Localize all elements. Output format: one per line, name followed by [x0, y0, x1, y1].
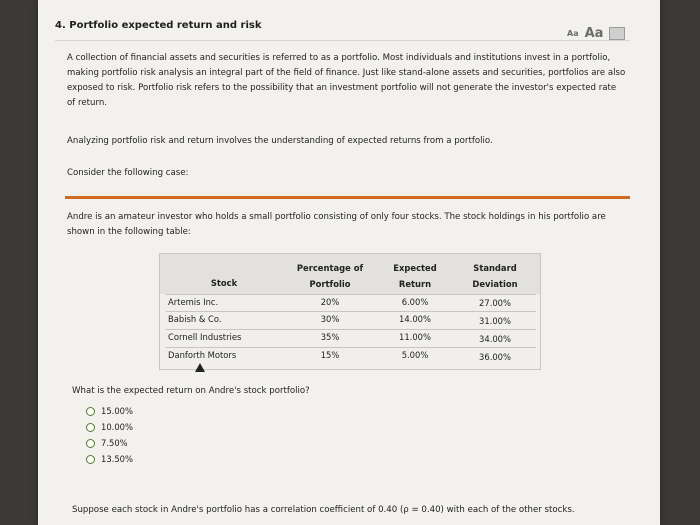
- option-label: 10.00%: [101, 422, 133, 432]
- header-return: Return: [398, 279, 432, 289]
- mouse-cursor-icon: [195, 363, 205, 372]
- cell-deviation: 27.00%: [479, 298, 511, 308]
- holdings-table: Stock Percentage of Portfolio Expected R…: [159, 253, 541, 370]
- correlation-paragraph: Suppose each stock in Andre's portfolio …: [72, 505, 575, 515]
- option-label: 7.50%: [101, 438, 128, 448]
- header-divider: [55, 40, 630, 41]
- layout-icon[interactable]: [609, 27, 626, 40]
- answer-option[interactable]: 7.50%: [86, 438, 128, 448]
- radio-button[interactable]: [86, 454, 95, 464]
- decrease-font-button[interactable]: Aa: [567, 29, 579, 38]
- radio-button[interactable]: [86, 438, 95, 448]
- cell-return: 6.00%: [401, 297, 429, 307]
- section-divider: [65, 196, 630, 199]
- case-paragraph: Andre is an amateur investor who holds a…: [67, 212, 606, 237]
- increase-font-button[interactable]: Aa: [584, 26, 604, 41]
- header-expected: Expected: [393, 263, 437, 273]
- header-standard: Standard: [473, 263, 517, 273]
- analyze-paragraph: Analyzing portfolio risk and return invo…: [67, 136, 493, 146]
- cell-percentage: 20%: [320, 297, 340, 307]
- header-percentage: Percentage of: [296, 263, 364, 273]
- radio-button[interactable]: [86, 406, 95, 416]
- cell-stock: Babish & Co.: [168, 314, 222, 324]
- cell-deviation: 31.00%: [479, 316, 511, 326]
- row-divider: [166, 347, 536, 348]
- font-size-controls: Aa Aa: [567, 26, 626, 41]
- answer-option[interactable]: 10.00%: [86, 422, 133, 432]
- cell-deviation: 34.00%: [479, 334, 511, 344]
- cell-stock: Cornell Industries: [168, 332, 242, 342]
- cell-stock: Artemis Inc.: [168, 297, 219, 307]
- answer-option[interactable]: 15.00%: [86, 406, 133, 416]
- consider-paragraph: Consider the following case:: [67, 168, 189, 178]
- header-portfolio: Portfolio: [309, 279, 351, 289]
- cell-percentage: 30%: [320, 314, 340, 324]
- answer-option[interactable]: 13.50%: [86, 454, 133, 464]
- option-label: 13.50%: [101, 454, 133, 464]
- header-deviation: Deviation: [472, 279, 518, 289]
- row-divider: [166, 329, 536, 330]
- question-text: What is the expected return on Andre's s…: [72, 386, 310, 396]
- cell-percentage: 15%: [320, 350, 340, 360]
- radio-button[interactable]: [86, 422, 95, 432]
- cell-return: 14.00%: [399, 314, 431, 324]
- table-header: Stock Percentage of Portfolio Expected R…: [160, 254, 540, 294]
- intro-paragraph: A collection of financial assets and sec…: [67, 53, 626, 108]
- header-stock: Stock: [210, 278, 238, 288]
- question-title: 4. Portfolio expected return and risk: [55, 20, 262, 31]
- row-divider: [166, 311, 536, 312]
- cell-percentage: 35%: [320, 332, 340, 342]
- row-divider: [166, 294, 536, 295]
- cell-return: 5.00%: [401, 350, 429, 360]
- option-label: 15.00%: [101, 406, 133, 416]
- cell-stock: Danforth Motors: [168, 350, 237, 360]
- cell-deviation: 36.00%: [479, 352, 511, 362]
- cell-return: 11.00%: [399, 332, 431, 342]
